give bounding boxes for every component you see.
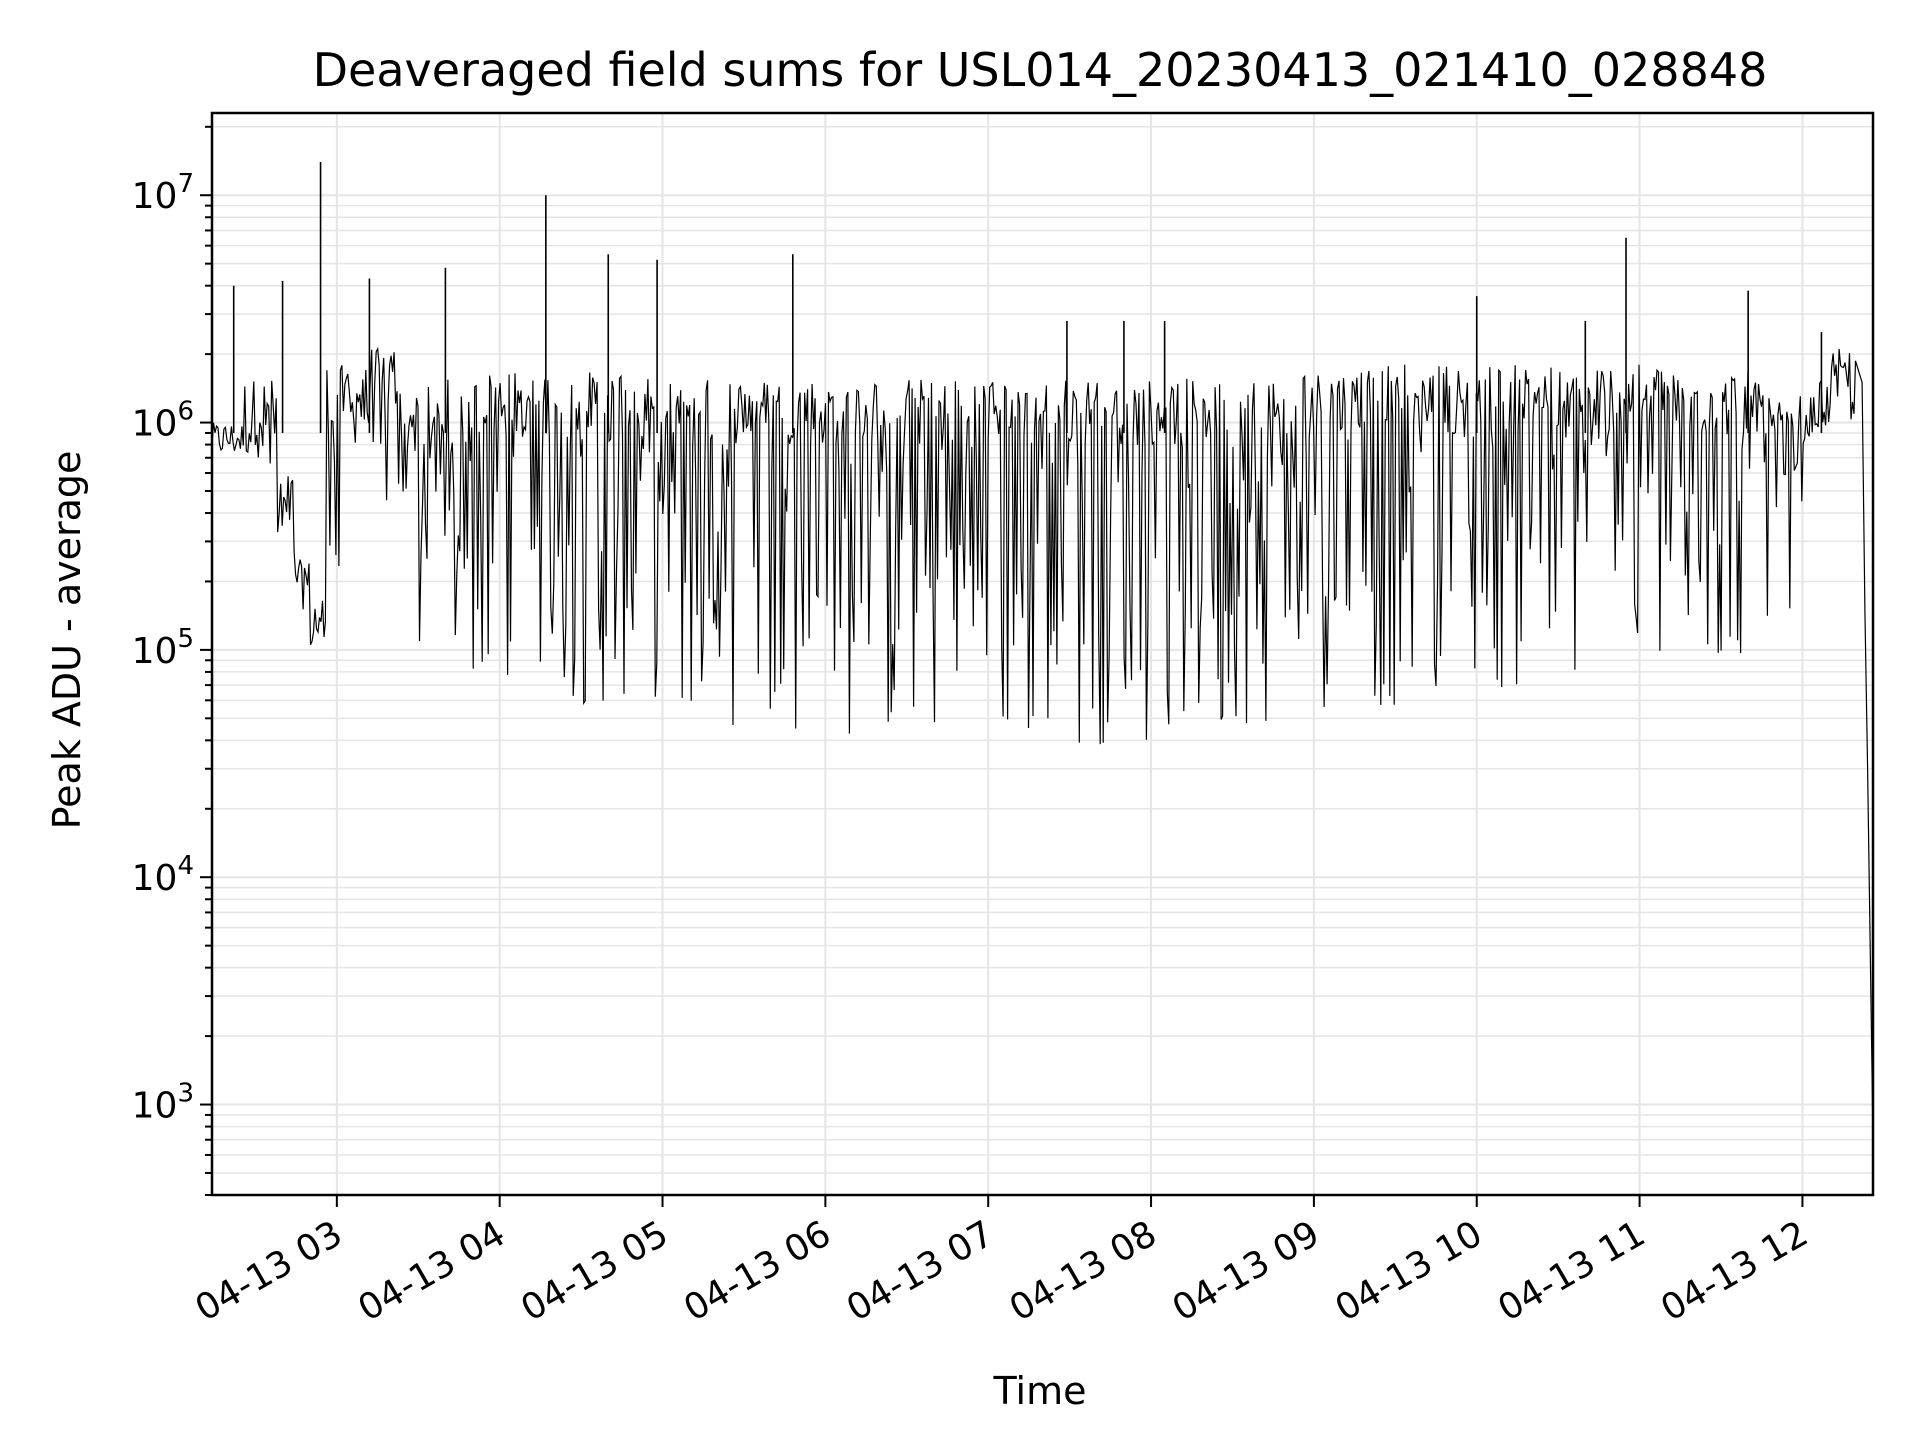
chart-title: Deaveraged field sums for USL014_2023041… xyxy=(313,43,1768,97)
data-series-line xyxy=(211,346,1874,1140)
y-tick-label: 103 xyxy=(132,1079,194,1127)
y-tick-label: 106 xyxy=(132,397,194,445)
y-tick-label: 105 xyxy=(132,624,194,672)
plot-area xyxy=(211,162,1874,1140)
plot-frame xyxy=(210,111,1875,1197)
x-axis-label: Time xyxy=(993,1369,1087,1413)
grid xyxy=(212,113,1873,1196)
y-axis-label: Peak ADU - average xyxy=(45,451,89,830)
y-tick-label: 107 xyxy=(132,169,194,217)
y-tick-label: 104 xyxy=(132,851,194,899)
